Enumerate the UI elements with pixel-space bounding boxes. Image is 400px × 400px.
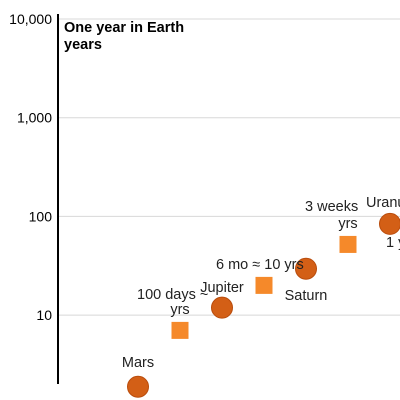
- square-point-2: [255, 276, 273, 294]
- y-tick-label: 100: [29, 208, 53, 224]
- chart-title: One year in Earth years: [64, 20, 188, 53]
- annotation-a4: 3 weeks: [305, 199, 358, 215]
- chart-title-line-2: years: [64, 37, 102, 53]
- annotation-a6: 1 y: [386, 235, 400, 251]
- annotation-a1: 100 days ~: [137, 287, 208, 303]
- y-tick-labels: 10 100 1,000 10,000: [9, 11, 52, 323]
- planet-label-uranus: Uranu: [366, 195, 400, 211]
- planet-point-uranus: [379, 212, 400, 235]
- chart-title-line-1: One year in Earth: [64, 20, 184, 36]
- planet-label-jupiter: Jupiter: [200, 280, 244, 296]
- y-tick-label: 1,000: [17, 110, 52, 126]
- square-point-1: [171, 321, 189, 339]
- annotation-a2: yrs: [170, 302, 189, 318]
- planet-point-saturn: [295, 257, 317, 280]
- planet-point-jupiter: [211, 296, 233, 319]
- planet-label-saturn: Saturn: [285, 288, 328, 304]
- annotation-a3: 6 mo ≈ 10 yrs: [216, 257, 304, 273]
- y-tick-label: 10,000: [9, 11, 52, 27]
- annotation-a5: yrs: [338, 216, 357, 232]
- planet-point-mars: [127, 375, 149, 398]
- square-point-3: [339, 235, 357, 253]
- y-tick-label: 10: [36, 307, 52, 323]
- marker-layer: [127, 212, 400, 398]
- planet-label-mars: Mars: [122, 355, 154, 371]
